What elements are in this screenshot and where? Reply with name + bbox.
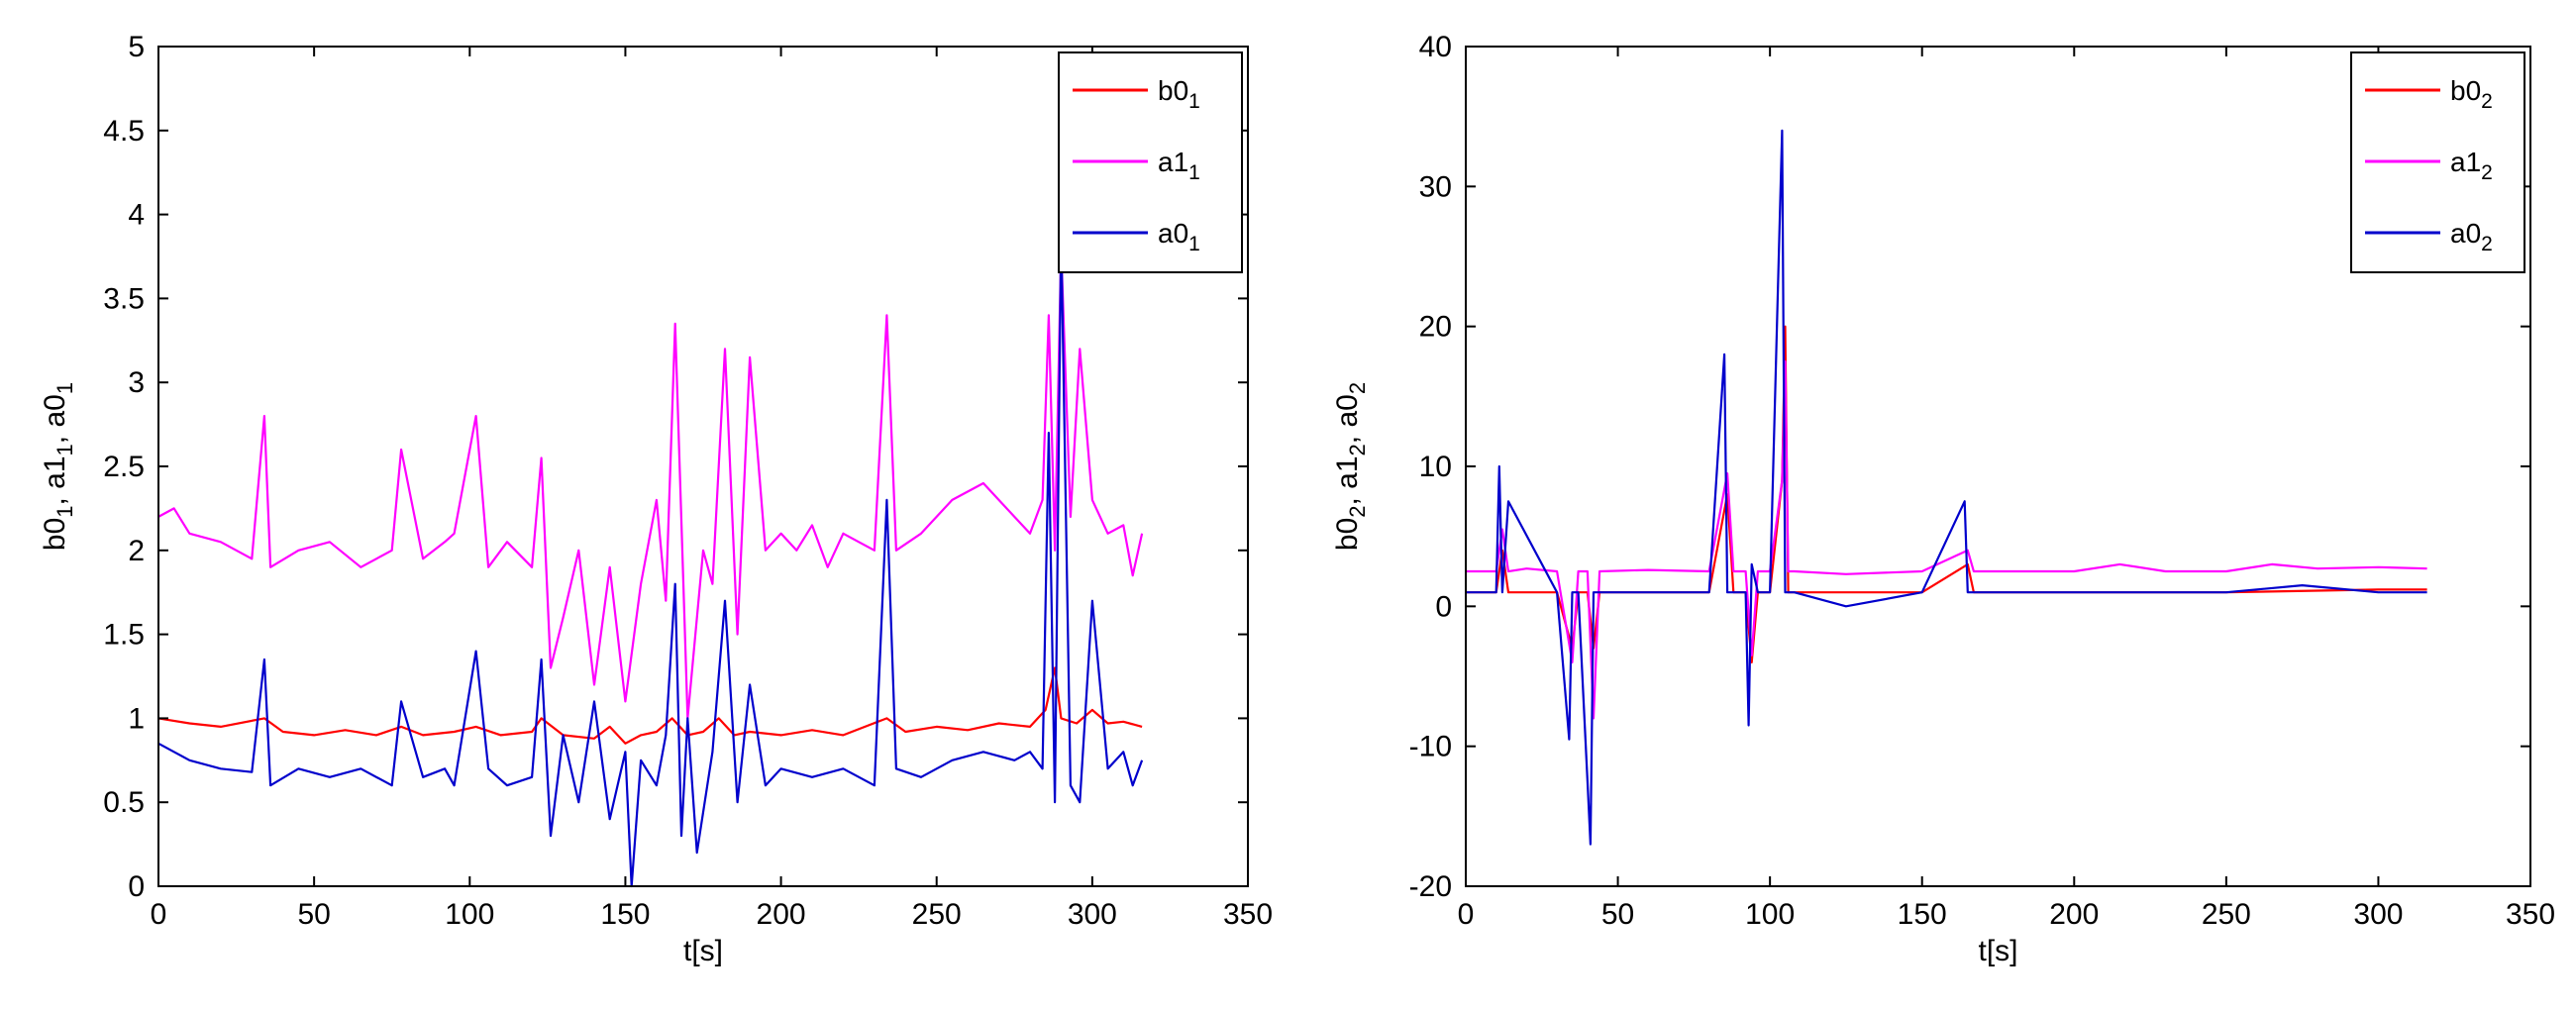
legend-label-a1: a11 [1158, 147, 1200, 184]
y-tick-label: 10 [1419, 451, 1452, 483]
series-line-a0-2 [1466, 129, 2427, 846]
y-tick-label: 5 [128, 31, 145, 63]
x-tick-label: 150 [1898, 898, 1947, 931]
legend-label-a1: a12 [2450, 147, 2493, 184]
x-tick-label: 300 [2353, 898, 2403, 931]
series-line-b0-1 [157, 666, 1143, 745]
x-tick-label: 200 [757, 898, 806, 931]
x-axis-label: t[s] [683, 935, 723, 967]
y-tick-label: 2.5 [103, 451, 145, 483]
x-tick-label: 50 [1601, 898, 1634, 931]
series-line-a1-1 [157, 247, 1144, 720]
x-tick-label: 150 [600, 898, 650, 931]
x-tick-label: 0 [151, 898, 167, 931]
y-tick-label: 0 [1435, 590, 1452, 623]
x-tick-label: 300 [1068, 898, 1117, 931]
legend-label-a0: a02 [2450, 218, 2493, 255]
series-line-a1-2 [1466, 359, 2427, 720]
y-tick-label: 0.5 [103, 786, 145, 819]
legend-label-b0: b02 [2450, 75, 2493, 113]
legend-label-a0: a01 [1158, 218, 1200, 255]
x-tick-label: 350 [1223, 898, 1273, 931]
x-axis-label: t[s] [1978, 935, 2017, 967]
x-tick-label: 250 [912, 898, 962, 931]
legend: b01 a11 a01 [1058, 51, 1243, 273]
y-tick-label: 3.5 [103, 282, 145, 315]
y-axis-label: b02, a12, a02 [1331, 382, 1370, 551]
y-tick-label: 20 [1419, 311, 1452, 344]
y-tick-label: 1.5 [103, 619, 145, 652]
x-tick-label: 350 [2506, 898, 2555, 931]
legend: b02 a12 a02 [2350, 51, 2525, 273]
y-tick-label: 0 [128, 870, 145, 903]
chart-right: 0 50 100 150 200 250 300 350 -20 -10 0 10 20 30 40 t[s]… [1331, 31, 2555, 967]
series-line-a0-1 [157, 230, 1144, 888]
y-tick-label: 2 [128, 535, 145, 567]
y-tick-label: 40 [1419, 31, 1452, 63]
y-tick-label: 4 [128, 199, 145, 232]
x-tick-label: 100 [1745, 898, 1795, 931]
y-tick-label: 4.5 [103, 115, 145, 148]
y-tick-label: -10 [1409, 731, 1452, 763]
y-tick-label: -20 [1409, 870, 1452, 903]
x-tick-label: 200 [2049, 898, 2099, 931]
x-tick-label: 50 [297, 898, 330, 931]
legend-label-b0: b01 [1158, 75, 1200, 113]
y-axis-label: b01, a11, a01 [39, 382, 77, 551]
y-tick-label: 3 [128, 366, 145, 399]
x-tick-label: 100 [445, 898, 494, 931]
chart-left: 0 50 100 150 200 250 300 350 0 0.5 1 1.5 2 2.5 3 3.5 4 4.… [39, 31, 1273, 967]
x-tick-label: 250 [2202, 898, 2251, 931]
y-tick-label: 1 [128, 702, 145, 735]
series-line-b0-2 [1466, 325, 2427, 664]
x-tick-label: 0 [1458, 898, 1475, 931]
y-tick-label: 30 [1419, 170, 1452, 203]
